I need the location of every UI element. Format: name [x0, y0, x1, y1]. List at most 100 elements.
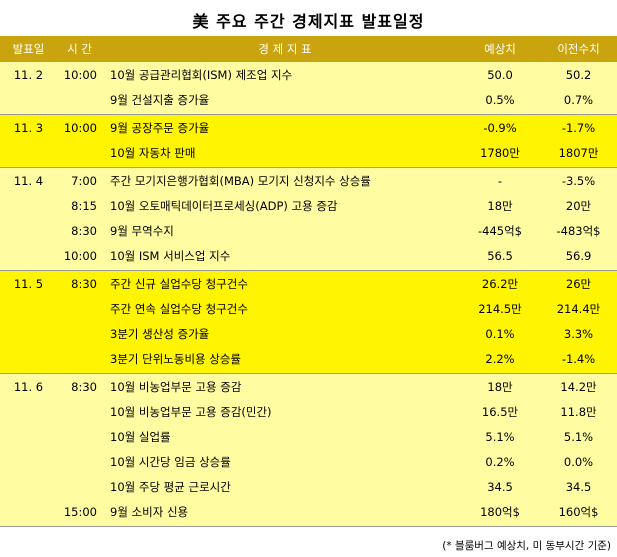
table-row: 10월 주당 평균 근로시간 34.5 34.5: [0, 475, 617, 500]
indicator-cell: 10월 비농업부문 고용 증감(민간): [110, 405, 272, 419]
table-row: 15:00 9월 소비자 신용 180억$ 160억$: [0, 500, 617, 525]
previous-cell: 160억$: [558, 505, 599, 519]
expected-cell: -0.9%: [483, 121, 517, 135]
expected-cell: -445억$: [478, 224, 522, 238]
table-row: 9월 건설지출 증가율 0.5% 0.7%: [0, 88, 617, 113]
previous-cell: 20만: [565, 199, 592, 213]
previous-cell: -3.5%: [561, 174, 596, 188]
indicator-cell: 10월 오토매틱데이터프로세싱(ADP) 고용 증감: [110, 199, 338, 213]
expected-cell: 26.2만: [481, 277, 519, 291]
indicator-cell: 9월 소비자 신용: [110, 505, 189, 519]
time-cell: 15:00: [63, 505, 97, 519]
table-row: 3분기 단위노동비용 상승률 2.2% -1.4%: [0, 347, 617, 372]
indicator-cell: 10월 ISM 서비스업 지수: [110, 249, 231, 263]
time-cell: 7:00: [71, 174, 97, 188]
header-indicator: 경 제 지 표: [258, 42, 312, 56]
indicator-cell: 10월 실업률: [110, 430, 171, 444]
time-cell: 8:15: [71, 199, 97, 213]
expected-cell: 0.5%: [485, 93, 515, 107]
indicator-cell: 10월 공급관리협회(ISM) 제조업 지수: [110, 68, 293, 82]
previous-cell: -483억$: [556, 224, 601, 238]
indicator-cell: 10월 시간당 임금 상승률: [110, 455, 231, 469]
date-cell: 11. 2: [13, 68, 44, 82]
time-cell: 10:00: [63, 249, 97, 263]
time-cell: 10:00: [63, 121, 97, 135]
page-title: 美 주요 주간 경제지표 발표일정: [192, 12, 425, 31]
indicator-cell: 3분기 생산성 증가율: [110, 327, 210, 341]
date-group: 11. 2 10:00 10월 공급관리협회(ISM) 제조업 지수 50.0 50.2…: [0, 62, 617, 114]
time-cell: 8:30: [71, 380, 97, 394]
date-group: 11. 3 10:00 9월 공장주문 증가율 -0.9% -1.7% 10월 자동차 판…: [0, 115, 617, 167]
expected-cell: 0.2%: [485, 455, 515, 469]
source-note: (* 블룸버그 예상치, 미 동부시간 기준): [442, 540, 611, 552]
previous-cell: 1807만: [558, 146, 599, 160]
time-cell: 10:00: [63, 68, 97, 82]
table-row: 10월 실업률 5.1% 5.1%: [0, 425, 617, 450]
expected-cell: 18만: [487, 380, 513, 394]
previous-cell: 50.2: [565, 68, 592, 82]
previous-cell: 14.2만: [560, 380, 597, 394]
table-header: 발표일 시 간 경 제 지 표 예상치 이전수치: [0, 36, 617, 62]
previous-cell: -1.4%: [561, 352, 596, 366]
time-cell: 8:30: [71, 277, 97, 291]
previous-cell: 0.7%: [563, 93, 594, 107]
table-row: 8:15 10월 오토매틱데이터프로세싱(ADP) 고용 증감 18만 20만: [0, 194, 617, 219]
group-divider: [0, 114, 617, 115]
group-divider: [0, 167, 617, 168]
header-time: 시 간: [67, 42, 92, 56]
table-row: 11. 2 10:00 10월 공급관리협회(ISM) 제조업 지수 50.0 50.2: [0, 63, 617, 88]
date-cell: 11. 4: [13, 174, 44, 188]
indicator-cell: 9월 공장주문 증가율: [110, 121, 210, 135]
table-row: 11. 3 10:00 9월 공장주문 증가율 -0.9% -1.7%: [0, 116, 617, 141]
indicator-cell: 10월 비농업부문 고용 증감: [110, 380, 242, 394]
previous-cell: 5.1%: [563, 430, 594, 444]
group-divider: [0, 373, 617, 374]
expected-cell: 16.5만: [481, 405, 519, 419]
previous-cell: 11.8만: [560, 405, 597, 419]
table-row: 11. 4 7:00 주간 모기지은행가협회(MBA) 모기지 신청지수 상승률 - -…: [0, 169, 617, 194]
date-group: 11. 6 8:30 10월 비농업부문 고용 증감 18만 14.2만 10월 비농업부…: [0, 374, 617, 526]
previous-cell: 56.9: [565, 249, 592, 263]
expected-cell: 2.2%: [485, 352, 515, 366]
group-divider: [0, 270, 617, 271]
time-cell: 8:30: [71, 224, 97, 238]
expected-cell: 214.5만: [478, 302, 522, 316]
indicator-cell: 주간 신규 실업수당 청구건수: [110, 277, 248, 291]
expected-cell: 56.5: [487, 249, 513, 263]
header-previous: 이전수치: [557, 42, 600, 56]
date-cell: 11. 3: [13, 121, 44, 135]
indicator-cell: 10월 주당 평균 근로시간: [110, 480, 231, 494]
expected-cell: -: [497, 174, 503, 188]
indicator-cell: 3분기 단위노동비용 상승률: [110, 352, 242, 366]
table-row: 3분기 생산성 증가율 0.1% 3.3%: [0, 322, 617, 347]
date-cell: 11. 5: [13, 277, 44, 291]
expected-cell: 1780만: [480, 146, 520, 160]
previous-cell: 26만: [565, 277, 592, 291]
date-cell: 11. 6: [13, 380, 44, 394]
previous-cell: 34.5: [565, 480, 592, 494]
table-row: 11. 5 8:30 주간 신규 실업수당 청구건수 26.2만 26만: [0, 272, 617, 297]
expected-cell: 0.1%: [485, 327, 515, 341]
expected-cell: 180억$: [480, 505, 520, 519]
previous-cell: 0.0%: [563, 455, 594, 469]
header-date: 발표일: [12, 42, 45, 56]
group-divider: [0, 526, 617, 527]
table-row: 10월 자동차 판매 1780만 1807만: [0, 141, 617, 166]
previous-cell: 3.3%: [563, 327, 594, 341]
previous-cell: 214.4만: [556, 302, 601, 316]
expected-cell: 5.1%: [485, 430, 515, 444]
table-row: 주간 연속 실업수당 청구건수 214.5만 214.4만: [0, 297, 617, 322]
indicator-cell: 주간 연속 실업수당 청구건수: [110, 302, 248, 316]
expected-cell: 50.0: [487, 68, 513, 82]
date-group: 11. 4 7:00 주간 모기지은행가협회(MBA) 모기지 신청지수 상승률 - -…: [0, 168, 617, 270]
indicator-cell: 10월 자동차 판매: [110, 146, 196, 160]
previous-cell: -1.7%: [561, 121, 596, 135]
indicator-cell: 주간 모기지은행가협회(MBA) 모기지 신청지수 상승률: [110, 174, 371, 188]
table-row: 10월 시간당 임금 상승률 0.2% 0.0%: [0, 450, 617, 475]
indicator-cell: 9월 건설지출 증가율: [110, 93, 210, 107]
expected-cell: 18만: [487, 199, 513, 213]
header-expected: 예상치: [484, 42, 516, 56]
table-row: 8:30 9월 무역수지 -445억$ -483억$: [0, 219, 617, 244]
expected-cell: 34.5: [487, 480, 513, 494]
